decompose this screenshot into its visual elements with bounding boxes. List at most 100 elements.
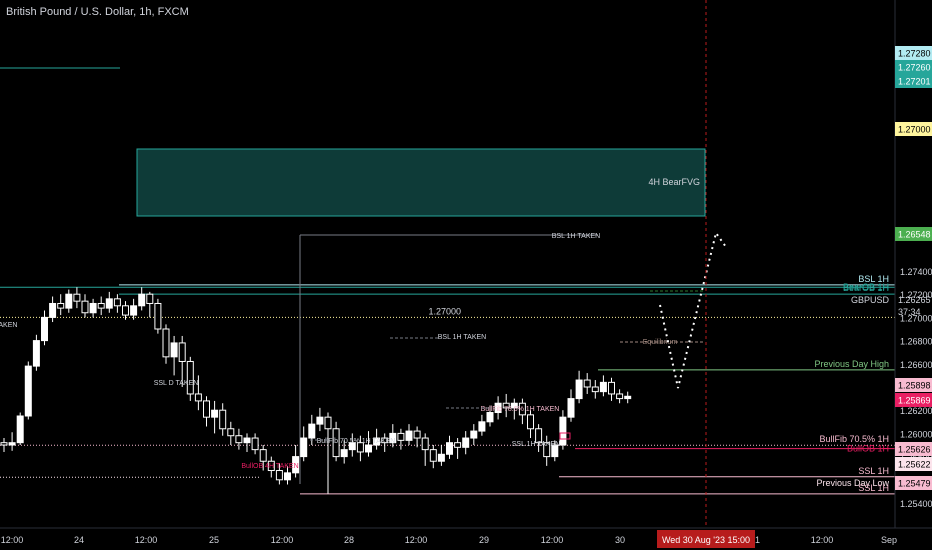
price-badge-text: 1.25898 — [898, 381, 931, 391]
price-badge — [895, 457, 932, 471]
candle-body — [219, 409, 227, 430]
chart-title: British Pound / U.S. Dollar, 1h, FXCM — [6, 6, 189, 18]
y-tick-label: 1.26600 — [900, 360, 932, 370]
level-label: SSL 1H — [858, 483, 889, 493]
candle-body — [535, 428, 543, 444]
candle-body — [348, 442, 356, 451]
x-tick-label: 12:00 — [541, 535, 564, 545]
candle-body — [284, 472, 291, 481]
x-tick-label: 30 — [615, 535, 625, 545]
crosshair-time-label: Wed 30 Aug '23 15:00 — [662, 535, 750, 545]
y-tick-label: 1.26200 — [900, 406, 932, 416]
level-label: BearOB 1H — [843, 283, 889, 293]
candle-body — [8, 442, 16, 446]
candle-body — [332, 428, 340, 458]
candle-body — [65, 293, 73, 309]
candle-body — [122, 305, 129, 316]
candle-body — [211, 409, 219, 418]
annotation-label: SSL 1H TAKEN — [512, 441, 561, 448]
bear-fvg-zone — [136, 148, 706, 217]
annotation-label: BullFib 70.5% 1H TAKEN — [317, 438, 396, 445]
candle-body — [599, 381, 607, 393]
y-tick-label: 1.27000 — [900, 313, 932, 323]
candle-body — [502, 402, 510, 409]
annotation-label: BullFib 78.6% 1H TAKEN — [481, 406, 560, 413]
level-label: Previous Day High — [814, 359, 889, 369]
candle-body — [24, 365, 32, 417]
y-tick-label: 1.27400 — [900, 267, 932, 277]
countdown: 37:34 — [898, 307, 921, 317]
candles — [0, 287, 632, 494]
price-badge-text: 1.27000 — [898, 125, 931, 135]
candle-body — [259, 449, 267, 462]
candle-body — [227, 428, 235, 437]
candle-body — [194, 393, 202, 402]
price-badge-text: 1.27280 — [898, 49, 931, 59]
x-tick-label: 12:00 — [1, 535, 24, 545]
annotation-label: BullOB 4H TAKEN — [241, 463, 298, 470]
candle-body — [567, 398, 575, 418]
price-badge — [895, 74, 932, 88]
symbol-label: GBPUSD — [851, 295, 890, 305]
candle-body — [243, 437, 251, 444]
level-label: BearOB 1H — [843, 282, 889, 292]
price-badge — [895, 122, 932, 136]
level-label: BSL 1H — [858, 274, 889, 284]
price-badge — [895, 227, 932, 241]
candle-body — [437, 453, 445, 462]
candle-body — [97, 302, 105, 309]
candle-body — [381, 437, 389, 444]
price-badge-text: 1.25622 — [898, 460, 931, 470]
candle-body — [130, 305, 138, 316]
candle-body — [405, 430, 413, 441]
level-label: SSL 1H — [858, 466, 889, 476]
bull-ob-box — [559, 432, 571, 440]
price-badge-text: 1.27260 — [898, 63, 931, 73]
x-tick-label: 25 — [209, 535, 219, 545]
candle-body — [559, 416, 567, 446]
candle-body — [57, 302, 65, 309]
annotation-label: BSL 1H TAKEN — [438, 334, 487, 341]
candle-body — [203, 400, 210, 418]
candle-body — [251, 437, 259, 451]
annotation-label: BSL 1H TAKEN — [552, 233, 601, 240]
candle-body — [624, 395, 632, 400]
time-axis[interactable]: 12:002412:002512:002812:002912:00303112:… — [1, 0, 897, 548]
candle-body — [446, 442, 453, 455]
x-tick-label: 12:00 — [405, 535, 428, 545]
candle-body — [170, 342, 178, 358]
candle-body — [616, 393, 624, 400]
level-label: BullFib 70.5% 1H — [819, 434, 889, 444]
price-badge-text: 1.26548 — [898, 230, 931, 240]
candle-body — [591, 386, 599, 393]
candle-body — [162, 328, 170, 358]
x-tick-label: 12:00 — [271, 535, 294, 545]
candle-body — [462, 437, 470, 448]
candle-body — [73, 293, 81, 302]
candle-body — [308, 423, 316, 439]
candle-body — [356, 442, 364, 453]
x-tick-label: 24 — [74, 535, 84, 545]
projection-path — [659, 230, 727, 389]
x-tick-label: 29 — [479, 535, 489, 545]
x-tick-label: 28 — [344, 535, 354, 545]
candle-body — [81, 300, 89, 314]
candle-body — [316, 416, 324, 425]
level-label: BullOB 1H — [847, 444, 889, 454]
candle-body — [373, 437, 381, 446]
y-tick-label: 1.25400 — [900, 499, 932, 509]
candle-body — [138, 293, 146, 307]
zone-label: 4H BearFVG — [648, 177, 700, 187]
zones: 4H BearFVG — [136, 148, 706, 217]
candle-body — [49, 302, 57, 318]
candle-body — [275, 470, 283, 481]
level-label: Previous Day Low — [816, 478, 889, 488]
annotations: BSL 1H TAKEN BSL 1H TAKEN SSL 1H TAKEN Bull… — [0, 230, 727, 470]
candle-body — [413, 430, 421, 439]
candle-body — [300, 437, 308, 458]
candle-body — [324, 416, 332, 430]
candle-body — [16, 415, 24, 444]
candle-body — [478, 421, 486, 432]
candle-body — [105, 298, 113, 309]
